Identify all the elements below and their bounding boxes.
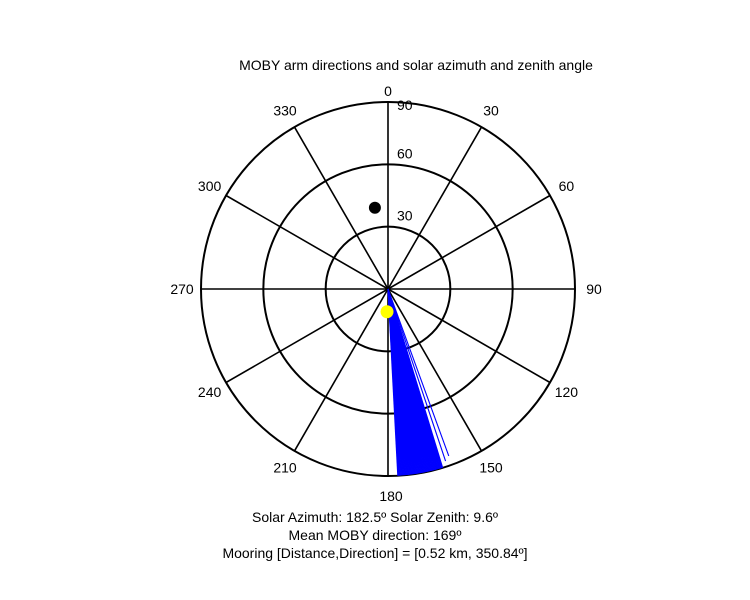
angle-tick-label-180: 180 [379,488,403,504]
polar-grid [200,101,576,477]
spoke-30 [387,126,483,290]
angle-tick-label-60: 60 [559,178,575,194]
spoke-150 [387,288,483,452]
angle-tick-label-210: 210 [273,459,297,475]
angle-tick-label-150: 150 [479,459,503,475]
angle-tick-label-330: 330 [273,103,297,119]
mooring-caption: Mooring [Distance,Direction] = [0.52 km,… [222,545,528,561]
spoke-330 [293,126,389,290]
angle-tick-label-30: 30 [483,103,499,119]
radial-tick-label-30: 30 [397,208,413,224]
angle-tick-label-0: 0 [384,83,392,99]
sun-position-point [380,305,394,319]
angle-tick-label-120: 120 [555,384,579,400]
spoke-300 [225,194,389,290]
arm-direction-line [387,288,399,476]
polar-tick-labels: 0 30 60 90 120 150 180 210 240 270 300 330 30 60 90 [170,83,602,504]
radial-tick-label-90: 90 [397,97,413,113]
moby-arm-directions [387,288,450,476]
mooring-point [368,201,381,214]
angle-tick-label-270: 270 [170,281,194,297]
angle-tick-label-300: 300 [198,178,222,194]
chart-title: MOBY arm directions and solar azimuth an… [239,57,593,73]
spoke-240 [225,288,389,384]
spoke-120 [387,288,551,384]
sun-and-mooring-markers [368,201,394,319]
angle-tick-label-90: 90 [586,281,602,297]
radial-tick-label-60: 60 [397,145,413,161]
arm-direction-line [387,288,450,457]
arm-direction-line [387,288,447,462]
spoke-210 [293,288,389,452]
spoke-60 [387,194,551,290]
moby-direction-caption: Mean MOBY direction: 169º [288,527,462,543]
solar-angles-caption: Solar Azimuth: 182.5º Solar Zenith: 9.6º [251,509,499,525]
angle-tick-label-240: 240 [198,384,222,400]
